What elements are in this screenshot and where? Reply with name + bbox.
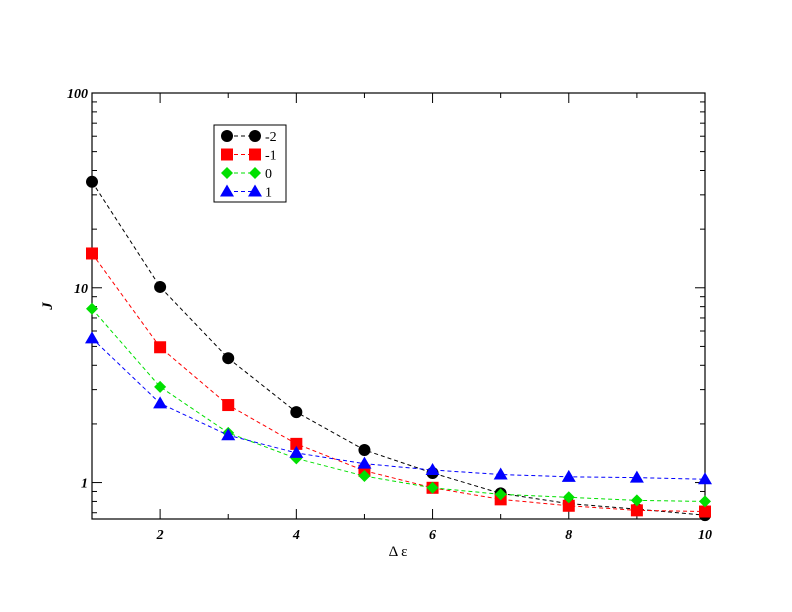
data-point xyxy=(630,504,643,517)
legend-item: -2 xyxy=(221,130,277,145)
legend-item: 0 xyxy=(221,167,272,182)
data-point xyxy=(630,494,643,507)
plot-border xyxy=(91,92,706,520)
x-tick-label: 8 xyxy=(565,528,572,543)
data-point xyxy=(358,443,371,456)
data-point xyxy=(154,380,167,393)
data-point xyxy=(86,247,98,260)
x-tick-label: 2 xyxy=(156,528,164,543)
data-point xyxy=(85,331,99,344)
legend-label: 0 xyxy=(265,167,272,182)
data-point xyxy=(153,396,168,409)
plot-frame xyxy=(91,92,706,520)
y-tick-label: 10 xyxy=(74,282,88,297)
data-point xyxy=(290,406,303,419)
legend-marker xyxy=(221,130,233,142)
data-point xyxy=(290,437,303,450)
legend-marker xyxy=(220,184,234,197)
data-point xyxy=(561,469,576,482)
legend-item: -1 xyxy=(221,148,277,164)
series-line xyxy=(91,181,706,516)
series--2 xyxy=(86,175,711,522)
data-point xyxy=(699,495,711,508)
series-line xyxy=(91,337,706,480)
series-layer xyxy=(85,175,712,522)
legend-marker xyxy=(249,130,261,142)
y-axis-label: J xyxy=(40,302,56,311)
data-point xyxy=(222,352,235,365)
data-point xyxy=(358,470,371,483)
legend-label: -2 xyxy=(265,130,277,145)
data-point xyxy=(494,488,507,501)
data-point xyxy=(86,302,98,315)
data-point xyxy=(493,467,508,480)
data-point xyxy=(699,505,711,518)
series-line xyxy=(91,308,706,502)
legend-label: -1 xyxy=(265,149,277,164)
data-point xyxy=(221,428,236,441)
data-point xyxy=(425,463,440,476)
data-point xyxy=(222,399,235,412)
data-point xyxy=(289,445,304,458)
data-point xyxy=(562,491,575,504)
legend-item: 1 xyxy=(220,184,272,201)
data-point xyxy=(86,175,98,188)
x-tick-label: 4 xyxy=(292,528,300,543)
legend-marker xyxy=(249,148,261,161)
legend: -2 -1 0 1 xyxy=(213,124,287,203)
data-point xyxy=(154,280,167,293)
series-1 xyxy=(85,331,712,485)
series-line xyxy=(91,253,706,513)
y-tick-label: 1 xyxy=(81,477,88,492)
legend-marker xyxy=(221,148,233,161)
data-point xyxy=(629,470,644,483)
data-point xyxy=(154,341,167,354)
x-tick-label: 10 xyxy=(698,528,712,543)
legend-marker xyxy=(221,167,233,179)
x-tick-label: 6 xyxy=(429,528,436,543)
data-point xyxy=(562,499,575,512)
data-point xyxy=(698,472,712,485)
data-point xyxy=(426,481,439,494)
legend-marker xyxy=(248,184,262,197)
axis-ticks xyxy=(91,92,706,519)
y-tick-label: 100 xyxy=(67,87,88,102)
data-point xyxy=(357,456,372,469)
x-axis-label: Δ ε xyxy=(389,544,408,560)
series-0 xyxy=(86,302,711,508)
legend-marker xyxy=(249,167,261,179)
legend-label: 1 xyxy=(265,186,272,201)
